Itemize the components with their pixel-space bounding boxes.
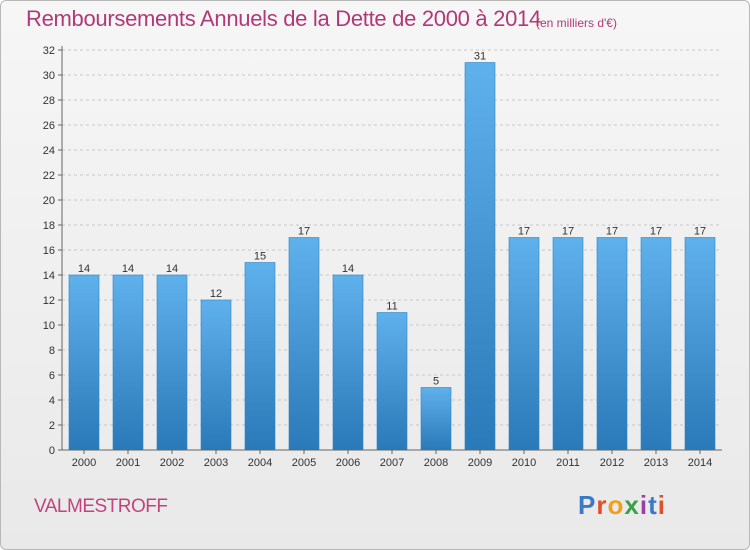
- value-label: 15: [254, 251, 266, 263]
- value-label: 17: [694, 226, 706, 238]
- x-tick-label: 2008: [424, 457, 448, 469]
- x-tick-label: 2009: [468, 457, 492, 469]
- logo-letter: x: [624, 490, 640, 520]
- value-label: 17: [518, 226, 530, 238]
- bar-2014: [684, 237, 716, 451]
- y-tick-label: 26: [43, 120, 55, 132]
- x-tick-label: 2012: [600, 457, 624, 469]
- bar-2012: [596, 237, 628, 451]
- y-tick-label: 2: [49, 420, 55, 432]
- logo-letter: P: [578, 490, 597, 520]
- x-tick-label: 2004: [248, 457, 272, 469]
- y-tick-label: 14: [43, 270, 55, 282]
- bar-2003: [200, 299, 232, 451]
- y-tick-label: 22: [43, 170, 55, 182]
- x-tick-label: 2014: [688, 457, 712, 469]
- value-label: 14: [342, 263, 354, 275]
- bar-2002: [156, 274, 188, 451]
- logo-letter: r: [596, 490, 608, 520]
- y-tick-label: 4: [49, 395, 55, 407]
- x-tick-label: 2007: [380, 457, 404, 469]
- x-tick-label: 2011: [556, 457, 580, 469]
- logo-letter: o: [607, 490, 625, 520]
- y-tick-label: 20: [43, 195, 55, 207]
- y-tick-label: 32: [43, 45, 55, 57]
- x-tick-label: 2013: [644, 457, 668, 469]
- y-tick-label: 16: [43, 245, 55, 257]
- value-label: 17: [298, 226, 310, 238]
- value-label: 31: [474, 51, 486, 63]
- value-label: 14: [122, 263, 134, 275]
- y-tick-label: 10: [43, 320, 55, 332]
- y-tick-label: 24: [43, 145, 55, 157]
- value-label: 17: [606, 226, 618, 238]
- chart-title: Remboursements Annuels de la Dette de 20…: [26, 6, 541, 31]
- y-tick-label: 28: [43, 95, 55, 107]
- bar-2011: [552, 237, 584, 451]
- bar-2009: [464, 62, 496, 451]
- bar-2010: [508, 237, 540, 451]
- bar-2000: [68, 274, 100, 451]
- value-label: 11: [386, 301, 397, 313]
- logo-letter: i: [639, 490, 649, 520]
- logo-letter: t: [648, 490, 658, 520]
- value-label: 14: [78, 263, 90, 275]
- x-tick-label: 2006: [336, 457, 360, 469]
- x-tick-label: 2010: [512, 457, 536, 469]
- proxiti-logo[interactable]: Proxiti: [578, 490, 666, 521]
- bar-2008: [420, 387, 452, 451]
- x-tick-label: 2005: [292, 457, 316, 469]
- x-tick-label: 2003: [204, 457, 228, 469]
- bar-2004: [244, 262, 276, 451]
- chart-subtitle: (en milliers d'€): [536, 16, 617, 30]
- bar-2001: [112, 274, 144, 451]
- y-tick-label: 0: [49, 445, 55, 457]
- value-label: 17: [650, 226, 662, 238]
- y-tick-label: 30: [43, 70, 55, 82]
- y-tick-label: 18: [43, 220, 55, 232]
- x-tick-label: 2002: [160, 457, 184, 469]
- value-label: 14: [166, 263, 178, 275]
- value-label: 12: [210, 288, 222, 300]
- x-tick-label: 2000: [72, 457, 96, 469]
- value-label: 5: [433, 376, 439, 388]
- bar-2005: [288, 237, 320, 451]
- y-tick-label: 8: [49, 345, 55, 357]
- bar-2006: [332, 274, 364, 451]
- x-axis: 2000 2001 2002 2003 2004 2005 2006 2007 2008 2009…: [62, 449, 722, 469]
- bar-2013: [640, 237, 672, 451]
- x-tick-label: 2001: [116, 457, 140, 469]
- bar-2007: [376, 312, 408, 451]
- bars: 14 14 14 12 15 17 14 11 5 31 17 17 17 17 17: [68, 51, 716, 451]
- y-tick-label: 6: [49, 370, 55, 382]
- y-tick-label: 12: [43, 295, 55, 307]
- value-label: 17: [562, 226, 574, 238]
- location-label: VALMESTROFF: [34, 496, 168, 517]
- logo-letter: i: [657, 490, 666, 520]
